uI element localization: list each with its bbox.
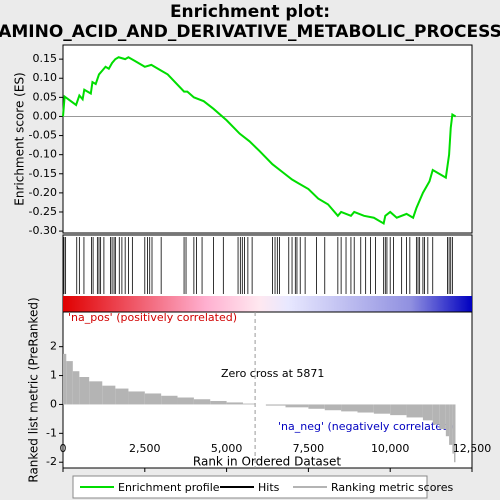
x-tick-label: 0 [60, 442, 67, 455]
metric-bar [439, 404, 446, 429]
metric-bar [265, 404, 286, 406]
y-tick-label: 0.00 [33, 109, 58, 122]
annotation: 'na_neg' (negatively correlated) [278, 420, 453, 433]
metric-bar [357, 404, 374, 413]
metric-bar [210, 400, 227, 405]
metric-bar [452, 404, 455, 454]
x-tick-label: 12,500 [453, 442, 492, 455]
annotation: Zero cross at 5871 [221, 367, 324, 380]
y-tick-label: 0.05 [33, 90, 58, 103]
y-tick-label: 0 [50, 397, 57, 410]
metric-bar [285, 404, 309, 408]
es-panel [62, 44, 473, 234]
metric-bar [242, 403, 256, 405]
y-tick-label: -0.25 [29, 205, 57, 218]
y-tick-label: 0.10 [33, 71, 58, 84]
legend-label: Hits [258, 481, 280, 494]
metric-bar [454, 404, 456, 463]
metric-bar [161, 395, 178, 405]
metric-bar [193, 399, 211, 405]
annotation: 'na_pos' (positively correlated) [68, 311, 237, 324]
legend-label: Ranking metric scores [331, 481, 453, 494]
metric-bar [79, 377, 90, 405]
y-tick-label: -1 [46, 426, 57, 439]
y-tick-label: -0.30 [29, 224, 57, 237]
metric-bar [308, 404, 325, 409]
metric-bar [89, 381, 103, 405]
metric-bar [432, 404, 440, 425]
metric-bar [66, 361, 73, 405]
metric-bar [445, 404, 450, 437]
y-tick-label: -0.05 [29, 129, 57, 142]
metric-bar [128, 391, 145, 405]
metric-panel [62, 311, 473, 469]
es-line [62, 56, 457, 226]
metric-bar [226, 402, 243, 405]
metric-bar [115, 388, 129, 405]
metric-bar [102, 385, 116, 405]
x-tick-label: 5,000 [211, 442, 243, 455]
metric-bar [324, 404, 342, 411]
y-tick-label: -0.15 [29, 167, 57, 180]
metric-bar [144, 393, 162, 405]
metric-bar [341, 404, 358, 412]
x-tick-label: 7,500 [293, 442, 325, 455]
x-axis-label: Rank in Ordered Dataset [193, 455, 341, 469]
metric-bar [177, 397, 194, 405]
legend-label: Enrichment profile [118, 481, 220, 494]
y-axis-label: Ranked list metric (PreRanked) [27, 297, 41, 482]
x-tick-label: 10,000 [371, 442, 410, 455]
chart-title: AMINO_ACID_AND_DERIVATIVE_METABOLIC_PROC… [0, 22, 500, 42]
metric-bar [373, 404, 391, 414]
metric-bar [449, 404, 453, 445]
y-tick-label: 2 [50, 340, 57, 353]
color-bar [63, 296, 472, 312]
chart-title: Enrichment plot: [170, 2, 330, 22]
metric-bar [422, 404, 433, 421]
y-tick-label: 0.15 [33, 52, 58, 65]
y-tick-label: 1 [50, 369, 57, 382]
metric-bar [72, 371, 80, 405]
y-tick-label: -2 [46, 455, 57, 468]
metric-bar [63, 353, 67, 405]
x-tick-label: 2,500 [129, 442, 161, 455]
y-tick-label: -0.20 [29, 186, 57, 199]
y-tick-label: -0.10 [29, 148, 57, 161]
y-axis-label: Enrichment score (ES) [13, 72, 27, 205]
metric-bar [406, 404, 423, 418]
metric-bar [390, 404, 407, 416]
